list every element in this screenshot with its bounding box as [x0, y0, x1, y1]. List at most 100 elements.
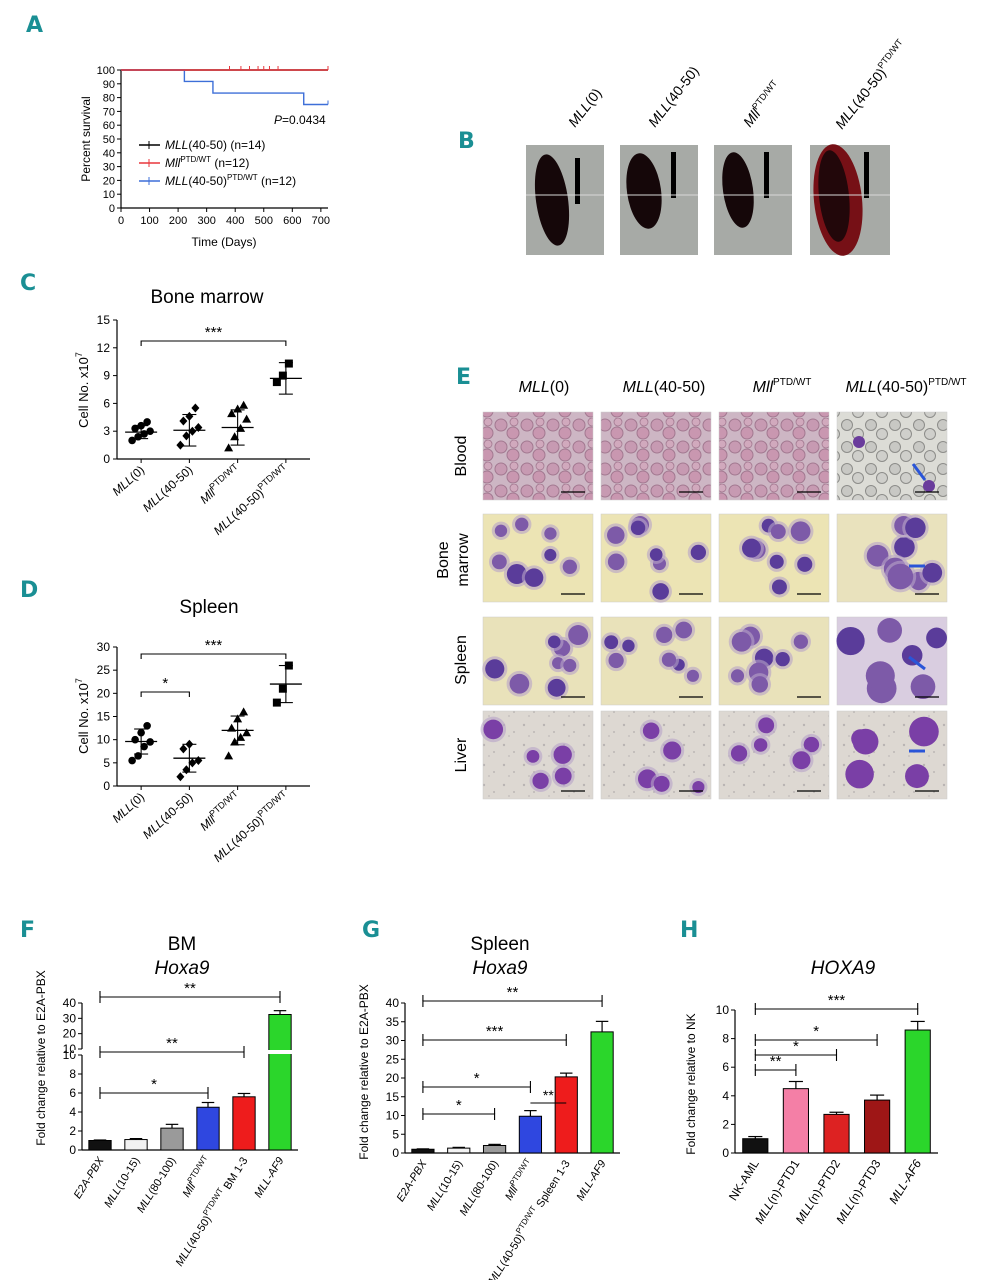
histology-row-label: Blood	[453, 436, 470, 477]
tick-label: E2A-PBX	[72, 1155, 107, 1201]
significance-label: **	[543, 1087, 554, 1103]
cell	[547, 678, 566, 697]
cell	[554, 767, 572, 785]
y-tick-label: 30	[63, 1011, 77, 1025]
x-tick-label: 400	[226, 215, 244, 227]
tick-label: MllPTD/WT	[178, 1154, 214, 1200]
bar	[482, 1145, 507, 1154]
significance-label: ***	[828, 992, 846, 1009]
histology-col-label: MllPTD/WT	[753, 377, 812, 396]
cell	[526, 749, 540, 763]
cell	[491, 554, 507, 570]
tick-label: MLL(0)	[110, 790, 148, 826]
cell	[652, 583, 669, 600]
chart-title: Spleen	[179, 597, 238, 618]
cell	[877, 618, 903, 643]
significance-label: ***	[205, 637, 223, 654]
data-point	[224, 443, 234, 452]
significance-bracket	[140, 653, 287, 659]
cell	[608, 652, 624, 669]
arrow	[911, 463, 927, 481]
significance-label: *	[474, 1070, 480, 1087]
significance-bracket	[422, 1039, 567, 1046]
chart-y-label: Cell No. x107	[74, 678, 91, 754]
tick-label: MllPTD/WT	[196, 461, 244, 507]
data-point	[179, 744, 188, 754]
cell	[753, 738, 768, 752]
cell	[797, 556, 813, 572]
cell	[544, 527, 557, 540]
spleen-photos: MLL(0) MLL(40-50) MllPTD/WT MLL(40-50)PT…	[526, 37, 905, 256]
survival-x-label: Time (Days)	[192, 235, 257, 249]
bar	[411, 1148, 435, 1154]
y-tick-label: 40	[103, 148, 115, 160]
data-point	[233, 404, 243, 413]
data-point	[278, 371, 287, 380]
x-tick-label: 200	[169, 215, 187, 227]
cell	[792, 751, 811, 770]
bm-hoxa9-bar-chart: BM Hoxa9 Fold change relative to E2A-PBX…	[34, 934, 300, 1268]
y-tick-label: 10	[63, 1048, 77, 1062]
significance-bracket	[99, 1051, 245, 1058]
tick-label: MLL(40-50)	[140, 463, 195, 515]
data-point	[128, 436, 136, 445]
significance-label: **	[507, 984, 519, 1001]
histology-row-label: marrow	[455, 533, 472, 587]
y-tick-label: 0	[392, 1146, 399, 1160]
cell	[604, 635, 619, 650]
y-tick-label: 25	[97, 663, 111, 677]
y-tick-label: 40	[63, 996, 77, 1010]
y-tick-label: 25	[386, 1052, 400, 1066]
data-point	[242, 414, 252, 423]
cell	[730, 745, 748, 762]
y-tick-label: 0	[69, 1143, 76, 1157]
significance-bracket	[754, 1069, 797, 1076]
cell	[690, 544, 707, 561]
chart-title: Spleen	[470, 934, 529, 955]
panel-label-b: B	[458, 129, 475, 154]
histology-row-label: Liver	[453, 737, 470, 772]
bar	[554, 1076, 578, 1154]
bone-marrow-scatter: Bone marrow 0 3 6 9 12 15 MLL(0)MLL(40-50) MllP…	[74, 287, 310, 538]
tick-label: MllPTD/WT	[501, 1157, 537, 1203]
data-point	[191, 403, 200, 413]
survival-y-label: Percent survival	[79, 96, 93, 181]
legend-entry: MllPTD/WT (n=12)	[165, 155, 249, 170]
histology-tile	[482, 411, 594, 501]
cell	[922, 562, 943, 583]
tick-label: E2A-PBX	[395, 1158, 430, 1204]
significance-bracket	[140, 691, 190, 697]
data-point	[242, 728, 252, 737]
data-point	[182, 431, 191, 441]
panel-label-f: F	[20, 918, 35, 943]
y-tick-label: 9	[103, 369, 110, 383]
y-tick-label: 6	[69, 1086, 76, 1100]
cell	[692, 781, 705, 794]
y-tick-label: 0	[109, 203, 115, 215]
bar	[864, 1099, 891, 1154]
bar	[447, 1147, 471, 1154]
cell	[775, 652, 790, 667]
x-tick-label: 600	[283, 215, 301, 227]
cell	[686, 669, 700, 682]
tick-label: MLL(40-50)	[140, 790, 195, 842]
y-tick-label: 15	[386, 1090, 400, 1104]
data-point	[143, 721, 151, 730]
cell	[485, 659, 505, 679]
x-tick-label: 700	[312, 215, 330, 227]
y-tick-label: 20	[103, 175, 115, 187]
tick-label: MLL-AF9	[574, 1158, 608, 1203]
human-hoxa9-bar-chart: HOXA9 Fold change relative to NK 0 2 4 6 8 10…	[684, 958, 938, 1226]
bar	[823, 1113, 850, 1154]
cell	[836, 626, 865, 656]
cell	[845, 759, 874, 789]
cell	[923, 480, 935, 492]
y-tick-label: 70	[103, 106, 115, 118]
y-tick-label: 2	[69, 1124, 76, 1138]
bar	[590, 1031, 614, 1154]
significance-bracket	[754, 1039, 878, 1046]
survival-pvalue: P=0.0434	[274, 113, 326, 127]
x-tick-label: 500	[255, 215, 273, 227]
